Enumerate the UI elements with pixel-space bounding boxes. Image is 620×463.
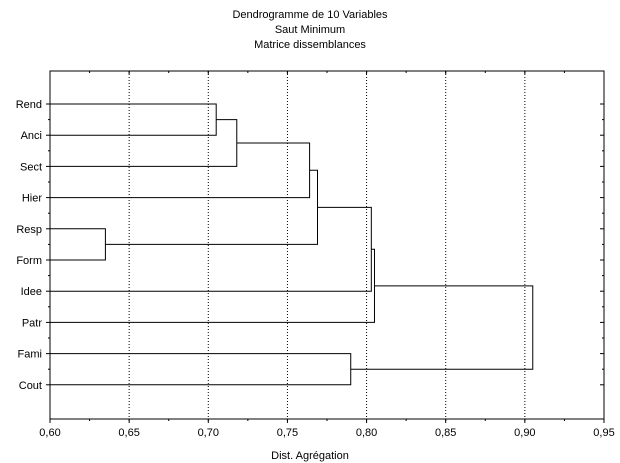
leaf-label-resp: Resp [16,224,42,236]
x-axis-label: Dist. Agrégation [271,450,349,462]
leaf-label-sect: Sect [20,161,42,173]
x-tick-label-6: 0,90 [514,427,535,439]
merge-link-4 [50,142,311,199]
x-tick-label-4: 0,80 [356,427,377,439]
leaf-label-form: Form [16,255,42,267]
x-tick-label-3: 0,75 [277,427,298,439]
merge-link-5 [105,169,319,245]
merge-link-2 [50,103,217,136]
x-tick-label-7: 0,95 [593,427,614,439]
x-tick-label-2: 0,70 [198,427,219,439]
leaf-label-anci: Anci [21,130,42,142]
merge-link-3 [50,119,238,167]
merge-link-7 [50,206,372,292]
leaf-label-idee: Idee [21,286,42,298]
x-tick-label-0: 0,60 [39,427,60,439]
leaf-label-fami: Fami [18,349,42,361]
chart-title-block: Dendrogramme de 10 Variables Saut Minimu… [0,8,620,53]
x-tick-label-1: 0,65 [118,427,139,439]
leaf-label-cout: Cout [19,380,42,392]
chart-subtitle: Saut Minimum [274,24,346,36]
chart-subtitle-2: Matrice dissemblances [254,39,366,51]
x-tick-label-5: 0,85 [435,427,456,439]
leaf-label-rend: Rend [16,99,42,111]
leaf-label-patr: Patr [22,317,43,329]
chart-title: Dendrogramme de 10 Variables [232,9,388,21]
merge-link-9 [350,285,534,370]
leaf-label-hier: Hier [22,193,43,205]
plot-frame [49,70,605,420]
merge-link-6 [50,353,352,386]
merge-link-1 [50,228,106,261]
